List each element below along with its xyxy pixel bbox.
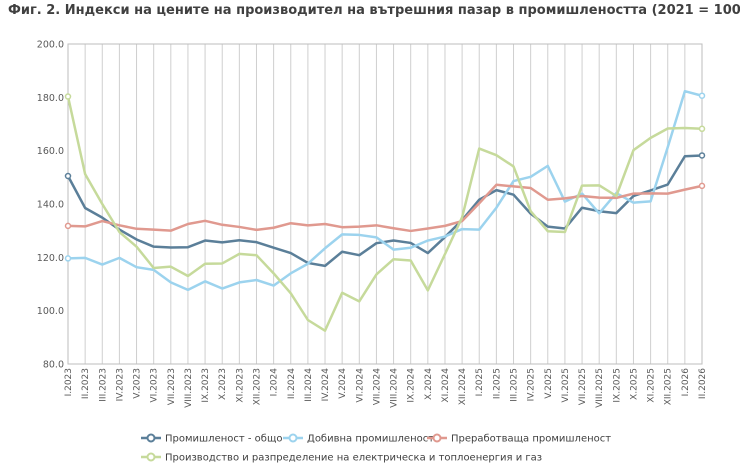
y-tick-label: 100.0 bbox=[37, 306, 64, 317]
x-tick-label: XII.2024 bbox=[458, 368, 468, 406]
x-tick-label: XII.2025 bbox=[664, 368, 674, 405]
x-tick-label: IV.2024 bbox=[321, 368, 331, 402]
x-tick-label: XI.2024 bbox=[441, 368, 451, 403]
x-tick-label: X.2025 bbox=[629, 368, 639, 400]
series-point bbox=[64, 93, 72, 100]
x-tick-label: IX.2025 bbox=[612, 368, 622, 403]
x-tick-label: I.2024 bbox=[270, 368, 280, 397]
y-tick-label: 160.0 bbox=[37, 146, 64, 157]
series-1 bbox=[64, 152, 706, 268]
y-tick-label: 80.0 bbox=[43, 360, 64, 371]
legend-marker bbox=[146, 452, 156, 462]
x-tick-label: IX.2024 bbox=[407, 368, 417, 403]
legend-label: Преработваща промишленост bbox=[451, 434, 611, 445]
x-tick-label: III.2024 bbox=[304, 368, 314, 402]
series-line bbox=[67, 183, 703, 233]
x-tick-label: VII.2023 bbox=[167, 368, 177, 405]
legend-item: Производство и разпределение на електрич… bbox=[141, 452, 542, 464]
series-point bbox=[64, 255, 72, 262]
legend-item: Добивна промишленост bbox=[283, 433, 434, 445]
x-tick-label: II.2026 bbox=[698, 368, 708, 399]
series-point bbox=[64, 222, 72, 230]
legend-item: Промишленост - общо bbox=[141, 433, 283, 445]
x-tick-label: III.2023 bbox=[98, 368, 108, 402]
x-tick-label: III.2025 bbox=[510, 368, 520, 402]
x-tick-label: VIII.2025 bbox=[595, 368, 605, 408]
series-point bbox=[698, 152, 706, 159]
axes: 80.0 100.0 120.0 140.0 160.0 180.0 200.0 I.2023… bbox=[37, 40, 708, 408]
x-tick-label: XII.2023 bbox=[252, 368, 262, 405]
legend-item: Преработваща промишленост bbox=[427, 433, 611, 445]
x-tick-label: VIII.2024 bbox=[390, 368, 400, 408]
x-tick-label: XI.2023 bbox=[235, 368, 245, 403]
x-tick-label: II.2025 bbox=[492, 368, 502, 399]
series-4 bbox=[64, 93, 706, 332]
x-tick-label: VI.2024 bbox=[355, 368, 365, 403]
y-tick-label: 120.0 bbox=[37, 253, 64, 264]
chart-title: Фиг. 2. Индекси на цените на производите… bbox=[8, 3, 740, 18]
x-tick-label: VII.2024 bbox=[372, 368, 382, 406]
plot-border bbox=[67, 43, 703, 365]
y-tick-label: 200.0 bbox=[37, 40, 64, 51]
y-tick-label: 140.0 bbox=[37, 200, 64, 211]
x-tick-label: II.2023 bbox=[81, 368, 91, 399]
x-tick-label: X.2023 bbox=[218, 368, 228, 400]
x-tick-label: VIII.2023 bbox=[184, 368, 194, 408]
x-tick-label: I.2023 bbox=[64, 368, 74, 396]
series-point bbox=[698, 182, 706, 190]
x-tick-label: I.2026 bbox=[681, 368, 691, 397]
legend-marker bbox=[146, 433, 156, 443]
x-tick-label: XI.2025 bbox=[647, 368, 657, 403]
x-tick-label: V.2025 bbox=[544, 368, 554, 399]
x-tick-label: V.2024 bbox=[338, 368, 348, 399]
x-tick-label: X.2024 bbox=[424, 368, 434, 400]
legend-marker bbox=[288, 433, 298, 443]
series-point bbox=[64, 172, 72, 180]
x-tick-label: V.2023 bbox=[133, 368, 143, 399]
x-tick-label: II.2024 bbox=[287, 368, 297, 399]
legend-marker bbox=[432, 433, 442, 443]
series-line bbox=[67, 89, 703, 292]
legend: Промишленост - общо Добивна промишленост П… bbox=[141, 433, 611, 464]
series-line bbox=[66, 154, 703, 268]
series-lines bbox=[64, 89, 706, 332]
x-tick-label: VI.2023 bbox=[150, 368, 160, 403]
x-tick-label: I.2025 bbox=[475, 368, 485, 396]
x-tick-label: IV.2025 bbox=[527, 368, 537, 401]
series-line bbox=[66, 96, 703, 332]
series-3 bbox=[64, 182, 706, 233]
legend-label: Добивна промишленост bbox=[307, 434, 434, 445]
series-point bbox=[698, 92, 706, 99]
x-tick-label: IX.2023 bbox=[201, 368, 211, 403]
series-2 bbox=[64, 89, 706, 292]
legend-label: Промишленост - общо bbox=[165, 434, 283, 445]
y-tick-label: 180.0 bbox=[37, 93, 64, 104]
legend-label: Производство и разпределение на електрич… bbox=[165, 453, 542, 464]
x-tick-label: VI.2025 bbox=[561, 368, 571, 403]
x-tick-label: IV.2023 bbox=[115, 368, 125, 401]
series-point bbox=[698, 125, 706, 133]
x-tick-label: VII.2025 bbox=[578, 368, 588, 405]
